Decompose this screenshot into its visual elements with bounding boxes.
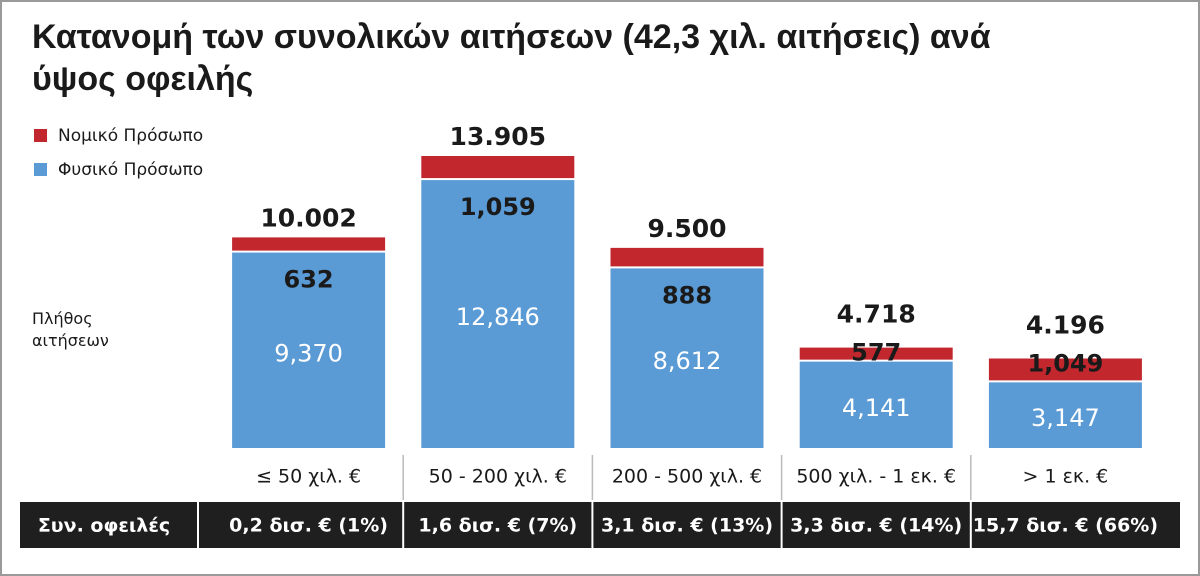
- total-label: 10.002: [260, 203, 356, 232]
- cell-text: 15,7 δισ. € (66%): [973, 515, 1158, 537]
- value-label: 632: [284, 266, 334, 294]
- row-label: Συν. οφειλές: [38, 515, 170, 537]
- total-label: 4.196: [1026, 310, 1105, 339]
- legend-swatch: [34, 129, 47, 142]
- x-tick-label: 500 χιλ. - 1 εκ. €: [796, 466, 956, 488]
- value-label: 888: [662, 281, 712, 309]
- y-axis-label: Πλήθος αιτήσεων: [32, 309, 109, 350]
- bar-segment: [232, 237, 386, 251]
- bar-segment: [421, 180, 575, 448]
- value-label: 577: [851, 339, 901, 367]
- legend-label: Νομικό Πρόσωπο: [58, 126, 203, 146]
- bar-segment: [988, 382, 1142, 448]
- value-label: 1,059: [460, 193, 536, 221]
- value-label: 8,612: [653, 347, 722, 375]
- total-label: 9.500: [647, 214, 726, 243]
- legend-label: Φυσικό Πρόσωπο: [58, 160, 203, 180]
- bar-segment: [421, 156, 575, 179]
- legend-swatch: [34, 163, 47, 176]
- x-tick-label: > 1 εκ. €: [1023, 466, 1109, 488]
- bar-segment: [232, 252, 386, 448]
- cell-text: 3,1 δισ. € (13%): [601, 515, 773, 537]
- bar-segment: [610, 268, 764, 448]
- cell-text: 3,3 δισ. € (14%): [790, 515, 962, 537]
- bar-segment: [610, 247, 764, 267]
- x-tick-label: 50 - 200 χιλ. €: [429, 466, 567, 488]
- chart-title: Κατανομή των συνολικών αιτήσεων (42,3 χι…: [32, 18, 991, 98]
- total-label: 13.905: [450, 122, 546, 151]
- total-label: 4.718: [837, 300, 916, 329]
- x-tick-label: 200 - 500 χιλ. €: [612, 466, 762, 488]
- value-label: 1,049: [1027, 349, 1103, 377]
- value-label: 4,141: [842, 394, 911, 422]
- cell-text: 0,2 δισ. € (1%): [229, 515, 388, 537]
- value-label: 9,370: [274, 339, 343, 367]
- value-label: 3,147: [1031, 404, 1100, 432]
- bar-segment: [799, 361, 953, 448]
- cell-text: 1,6 δισ. € (7%): [418, 515, 577, 537]
- table-row: [20, 502, 1180, 548]
- bar-segment: [988, 358, 1142, 381]
- x-tick-label: ≤ 50 χιλ. €: [256, 466, 361, 488]
- value-label: 12,846: [456, 303, 540, 331]
- bar-segment: [799, 347, 953, 360]
